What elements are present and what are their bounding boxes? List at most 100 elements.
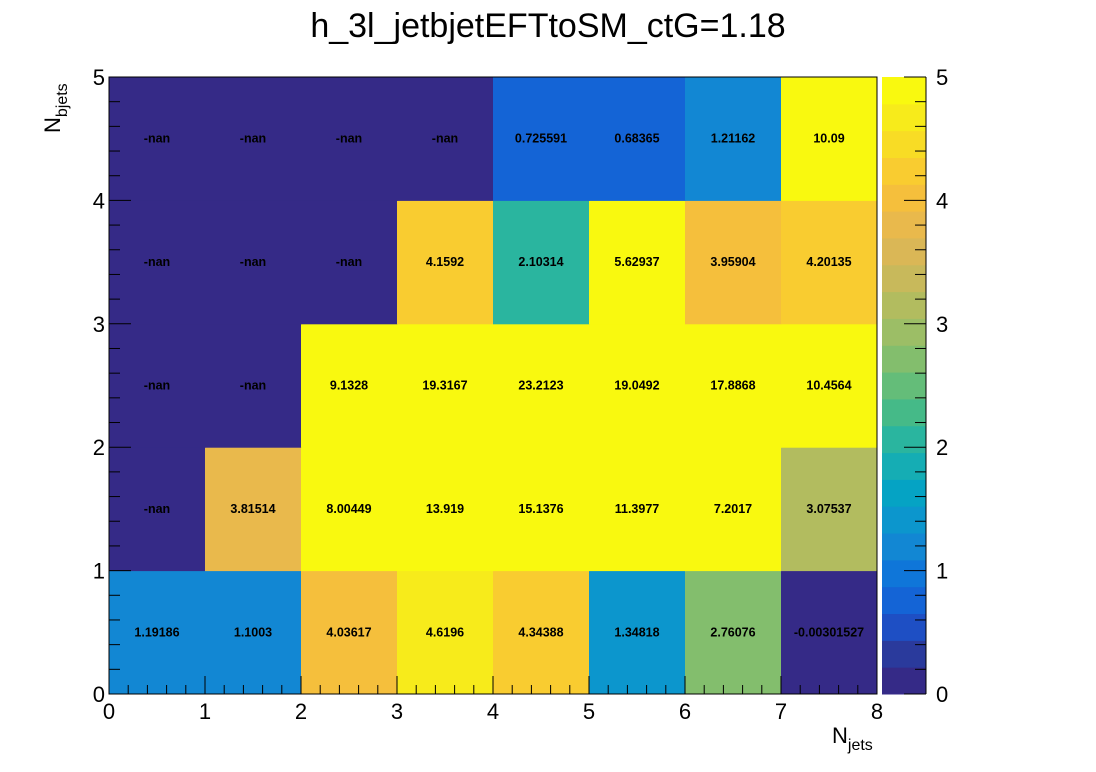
- heatmap-cell: [205, 447, 302, 572]
- heatmap-cell: [685, 447, 782, 572]
- heatmap-cell: [685, 323, 782, 448]
- cell-value-label: 11.3977: [615, 502, 660, 516]
- heatmap-cell: [493, 200, 590, 325]
- x-tick-label: 7: [775, 699, 787, 724]
- color-scale-bar: [882, 77, 926, 695]
- y-axis-title: Nbjets: [40, 83, 71, 133]
- heatmap-cell: [301, 323, 398, 448]
- x-tick-label: 4: [487, 699, 499, 724]
- cell-value-label: 10.4564: [806, 379, 851, 393]
- cell-value-label: 1.34818: [614, 625, 659, 639]
- heatmap-cell: [205, 200, 302, 325]
- chart-title: h_3l_jetbjetEFTtoSM_ctG=1.18: [310, 7, 785, 45]
- cell-value-label: -nan: [432, 132, 458, 146]
- color-scale-tick-label: 4: [936, 188, 948, 213]
- color-scale-band: [882, 130, 926, 158]
- heatmap-cell: [301, 570, 398, 695]
- y-tick-label: 2: [93, 435, 105, 460]
- cell-value-label: 15.1376: [518, 502, 563, 516]
- heatmap-cell: [685, 200, 782, 325]
- heatmap-cell: [781, 77, 878, 201]
- color-scale-tick-label: 0: [936, 682, 948, 707]
- color-scale-band: [882, 103, 926, 132]
- cell-value-label: -nan: [240, 132, 266, 146]
- heatmap-cell: [589, 200, 686, 325]
- y-tick-label: 4: [93, 188, 105, 213]
- color-scale-tick-label: 1: [936, 559, 948, 584]
- heatmap-cell: [397, 77, 494, 201]
- x-tick-label: 2: [295, 699, 307, 724]
- color-scale-band: [882, 452, 926, 480]
- heatmap-cell: [781, 200, 878, 325]
- color-scale-band: [882, 345, 926, 373]
- color-scale-axis: 0 1 2 3 4 5: [904, 65, 948, 707]
- cell-value-label: 4.1592: [426, 255, 464, 269]
- heatmap-cell: [397, 323, 494, 448]
- cell-value-label: 7.2017: [714, 502, 752, 516]
- cell-value-label: 2.10314: [518, 255, 563, 269]
- cell-value-label: 4.03617: [326, 625, 371, 639]
- heatmap-cell: [397, 570, 494, 695]
- heatmap-cells: [109, 77, 878, 695]
- heatmap-cell: [685, 77, 782, 201]
- heatmap-cell: [781, 570, 878, 695]
- cell-value-label: -nan: [240, 255, 266, 269]
- y-tick-label: 3: [93, 312, 105, 337]
- heatmap-cell: [589, 77, 686, 201]
- cell-value-label: 17.8868: [710, 379, 755, 393]
- heatmap-cell: [205, 570, 302, 695]
- cell-value-label: 3.07537: [806, 502, 851, 516]
- heatmap-cell: [301, 200, 398, 325]
- heatmap-cell: [781, 323, 878, 448]
- cell-value-label: 1.19186: [134, 625, 179, 639]
- cell-value-label: 2.76076: [710, 625, 755, 639]
- y-tick-label: 1: [93, 559, 105, 584]
- color-scale-band: [882, 506, 926, 534]
- cell-value-label: 0.725591: [515, 132, 567, 146]
- x-tick-label: 6: [679, 699, 691, 724]
- color-scale-band: [882, 667, 926, 695]
- color-scale-band: [882, 425, 926, 454]
- color-scale-band: [882, 184, 926, 212]
- y-axis: 0 1 2 3 4 5: [93, 65, 131, 707]
- heatmap-cell-labels: 1.19186 1.1003 4.03617 4.6196 4.34388 1.34818…: [134, 132, 864, 640]
- cell-value-label: 19.0492: [614, 379, 659, 393]
- x-axis: 0 1 2 3 4 5 6 7 8: [103, 676, 883, 724]
- x-tick-label: 5: [583, 699, 595, 724]
- cell-value-label: 23.2123: [518, 379, 563, 393]
- heatmap-cell: [397, 447, 494, 572]
- color-scale-tick-label: 3: [936, 312, 948, 337]
- x-tick-label: 1: [199, 699, 211, 724]
- color-scale-band: [882, 613, 926, 641]
- cell-value-label: 10.09: [813, 132, 844, 146]
- cell-value-label: -nan: [336, 132, 362, 146]
- cell-value-label: 5.62937: [614, 255, 659, 269]
- color-scale-band: [882, 559, 926, 588]
- cell-value-label: 4.34388: [518, 625, 563, 639]
- x-tick-label: 8: [871, 699, 883, 724]
- x-tick-label: 3: [391, 699, 403, 724]
- cell-value-label: 8.00449: [326, 502, 371, 516]
- y-tick-label: 0: [93, 682, 105, 707]
- heatmap-cell: [589, 447, 686, 572]
- heatmap-cell: [109, 570, 206, 695]
- cell-value-label: 3.81514: [230, 502, 275, 516]
- color-scale-band: [882, 533, 926, 561]
- cell-value-label: 1.21162: [711, 132, 756, 146]
- cell-value-label: 3.95904: [710, 255, 755, 269]
- color-scale-band: [882, 398, 926, 427]
- heatmap-cell: [109, 323, 206, 448]
- y-tick-label: 5: [93, 65, 105, 90]
- x-axis-title: Njets: [832, 723, 873, 754]
- heatmap-cell: [685, 570, 782, 695]
- heatmap-cell: [205, 323, 302, 448]
- cell-value-label: 9.1328: [330, 379, 368, 393]
- heatmap-cell: [589, 323, 686, 448]
- x-tick-label: 0: [103, 699, 115, 724]
- cell-value-label: -nan: [144, 255, 170, 269]
- heatmap-cell: [493, 323, 590, 448]
- cell-value-label: 13.919: [426, 502, 464, 516]
- heatmap-cell: [301, 447, 398, 572]
- color-scale-band: [882, 372, 926, 400]
- cell-value-label: 1.1003: [234, 625, 272, 639]
